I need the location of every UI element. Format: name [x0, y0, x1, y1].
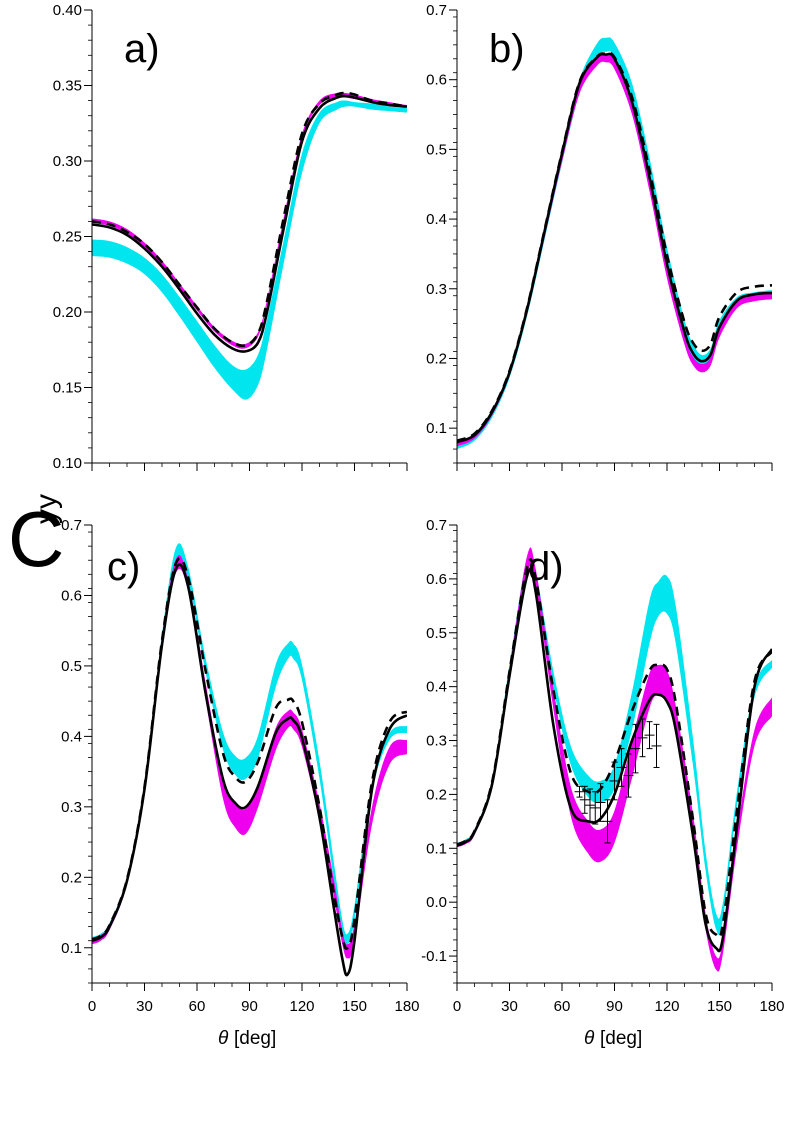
x-tick-label: 180 — [394, 998, 419, 1015]
x-tick-label: 120 — [289, 998, 314, 1015]
y-tick-label: -0.1 — [421, 948, 447, 965]
y-tick-label: 0.1 — [426, 840, 447, 857]
error-point — [585, 788, 595, 822]
y-tick-label: 0.7 — [426, 517, 447, 534]
ylabel-main: C — [8, 495, 64, 583]
y-tick-label: 0.1 — [61, 940, 82, 957]
x-tick-label: 150 — [342, 998, 367, 1015]
y-tick-label: 0.4 — [426, 679, 447, 696]
panel-c: 0.1 0.2 0.3 0.4 0.5 0.6 0.7 0 30 60 90 120 150 180 c) — [61, 517, 419, 1015]
xlabel-left-unit: [deg] — [234, 1028, 276, 1049]
error-point — [630, 723, 641, 774]
cyan-band — [92, 100, 407, 400]
y-tick-label: 0.5 — [426, 625, 447, 642]
y-tick-label: 0.4 — [426, 211, 447, 228]
cyan-band — [457, 37, 772, 450]
y-tick-label: 0.3 — [426, 733, 447, 750]
error-point — [644, 721, 655, 750]
y-tick-label: 0.3 — [426, 281, 447, 298]
y-tick-label: 0.3 — [61, 799, 82, 816]
dashed-line — [457, 51, 772, 442]
x-tick-label: 30 — [136, 998, 153, 1015]
error-point — [651, 723, 662, 768]
x-tick-label: 90 — [241, 998, 258, 1015]
plot-area — [92, 91, 407, 400]
xlabel-right-symbol: θ — [584, 1028, 595, 1049]
panel-label: c) — [107, 545, 140, 589]
panel-label: a) — [124, 27, 160, 71]
error-point — [602, 799, 613, 844]
xlabel-right-unit: [deg] — [600, 1028, 642, 1049]
y-tick-label: 0.0 — [426, 894, 447, 911]
error-point — [574, 785, 585, 798]
error-point — [623, 753, 634, 798]
x-tick-label: 180 — [759, 998, 784, 1015]
y-tick-label: 0.2 — [61, 869, 82, 886]
dashed-line — [92, 91, 407, 348]
panel-label: d) — [528, 545, 564, 589]
x-tick-label: 0 — [88, 998, 96, 1015]
plot-area — [457, 37, 772, 450]
y-tick-label: 0.15 — [53, 380, 82, 397]
panel-d: -0.1 0.0 0.1 0.2 0.3 0.4 0.5 0.6 0.7 0 30 60 90 120 15… — [421, 517, 784, 1015]
xlabel-left-symbol: θ — [218, 1028, 229, 1049]
y-tick-label: 0.10 — [53, 455, 82, 472]
y-tick-label: 0.7 — [61, 517, 82, 534]
x-tick-label: 60 — [554, 998, 571, 1015]
error-point — [590, 791, 601, 825]
panel-b: 0.1 0.2 0.3 0.4 0.5 0.6 0.7 b) — [426, 2, 773, 471]
y-tick-label: 0.30 — [53, 153, 82, 170]
ylabel-sub: yy — [30, 494, 63, 524]
error-point — [637, 718, 648, 758]
y-tick-label: 0.4 — [61, 728, 82, 745]
y-tick-label: 0.20 — [53, 304, 82, 321]
x-tick-label: 150 — [707, 998, 732, 1015]
error-point — [579, 785, 590, 814]
y-tick-label: 0.1 — [426, 420, 447, 437]
error-point — [609, 761, 620, 801]
y-tick-label: 0.6 — [61, 587, 82, 604]
x-tick-label: 60 — [189, 998, 206, 1015]
x-tick-label: 0 — [453, 998, 461, 1015]
dashed-line — [457, 558, 772, 939]
xlabel-left: θ [deg] — [218, 1028, 276, 1049]
cyan-band — [457, 549, 772, 935]
x-tick-label: 120 — [654, 998, 679, 1015]
y-tick-label: 0.5 — [426, 141, 447, 158]
y-tick-label: 0.7 — [426, 2, 447, 19]
error-point — [616, 748, 627, 787]
xlabel-right: θ [deg] — [584, 1028, 642, 1049]
x-tick-label: 90 — [606, 998, 623, 1015]
plot-area — [92, 543, 407, 977]
x-tick-label: 30 — [501, 998, 518, 1015]
y-tick-label: 0.40 — [53, 2, 82, 19]
dashed-line — [92, 557, 407, 950]
panel-label: b) — [489, 27, 525, 71]
y-tick-label: 0.6 — [426, 571, 447, 588]
magenta-band — [92, 92, 407, 349]
y-tick-label: 0.5 — [61, 658, 82, 675]
plot-area — [457, 547, 772, 972]
y-tick-label: 0.25 — [53, 229, 82, 246]
y-tick-label: 0.35 — [53, 78, 82, 95]
panel-a: 0.10 0.15 0.20 0.25 0.30 0.35 0.40 a) — [53, 2, 408, 472]
y-tick-label: 0.2 — [426, 350, 447, 367]
y-tick-label: 0.2 — [426, 786, 447, 803]
y-tick-label: 0.6 — [426, 72, 447, 89]
solid-line — [92, 94, 407, 353]
